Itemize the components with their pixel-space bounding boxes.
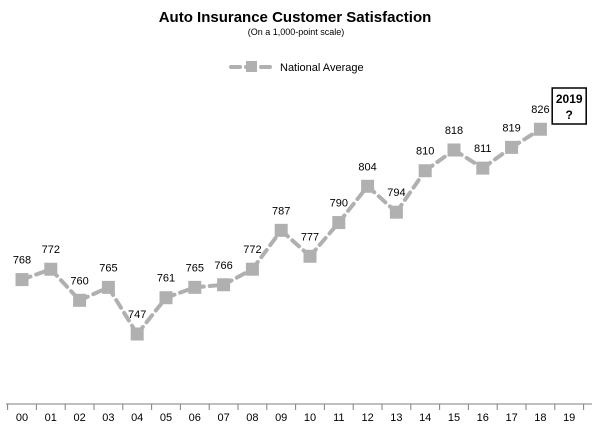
- series-layer: [15, 122, 547, 341]
- chart-title: Auto Insurance Customer Satisfaction: [159, 9, 432, 26]
- data-label-15: 818: [445, 125, 463, 137]
- data-point-09: [274, 223, 288, 237]
- data-label-05: 761: [157, 273, 175, 285]
- data-point-13: [389, 205, 403, 219]
- data-label-16: 811: [474, 143, 492, 155]
- x-tick-label-14: 14: [419, 412, 431, 424]
- data-label-12: 804: [358, 161, 376, 173]
- x-tick-label-11: 11: [333, 412, 344, 424]
- data-point-10: [303, 249, 317, 263]
- x-tick-label-01: 01: [45, 412, 57, 424]
- data-label-14: 810: [416, 146, 434, 158]
- data-label-10: 777: [301, 231, 319, 243]
- x-tick-label-00: 00: [16, 412, 28, 424]
- data-label-06: 765: [186, 262, 204, 274]
- data-point-08: [245, 262, 259, 276]
- legend: National Average: [229, 61, 364, 74]
- data-point-05: [159, 291, 173, 305]
- x-tick-label-02: 02: [73, 412, 85, 424]
- callout-year: 2019: [556, 92, 583, 106]
- data-point-16: [476, 161, 490, 175]
- x-tick-label-04: 04: [131, 412, 143, 424]
- legend-marker: [246, 61, 257, 72]
- x-axis-ticks: 00 01 02 03 04 05 06 07 08 09 10 11 12 13 14 15 16 17 18 19: [7, 404, 585, 424]
- data-label-17: 819: [502, 122, 520, 134]
- data-point-04: [130, 327, 144, 341]
- data-point-01: [44, 262, 58, 276]
- callout-question: ?: [566, 108, 573, 122]
- x-tick-label-16: 16: [477, 412, 489, 424]
- data-point-03: [101, 280, 115, 294]
- x-tick-label-19: 19: [563, 412, 575, 424]
- x-tick-label-03: 03: [102, 412, 114, 424]
- data-label-00: 768: [13, 255, 31, 267]
- chart-subtitle: (On a 1,000-point scale): [248, 27, 345, 37]
- data-label-03: 765: [99, 262, 117, 274]
- x-tick-label-12: 12: [361, 412, 373, 424]
- x-tick-label-05: 05: [160, 412, 172, 424]
- series-segment: [106, 285, 140, 337]
- x-axis: 00 01 02 03 04 05 06 07 08 09 10 11 12 13 14 15 16 17 18 19: [6, 403, 592, 424]
- data-label-01: 772: [42, 244, 60, 256]
- data-label-09: 787: [272, 205, 290, 217]
- data-point-12: [361, 179, 375, 193]
- legend-label: National Average: [280, 62, 364, 74]
- data-label-07: 766: [214, 260, 232, 272]
- data-point-06: [188, 280, 202, 294]
- data-point-17: [505, 140, 519, 154]
- callout-2019: 2019?: [551, 87, 587, 125]
- data-label-13: 794: [387, 187, 405, 199]
- data-label-18: 826: [531, 104, 549, 116]
- data-label-04: 747: [128, 309, 146, 321]
- data-point-18: [533, 122, 547, 136]
- data-point-11: [332, 216, 346, 230]
- x-tick-label-09: 09: [275, 412, 287, 424]
- x-tick-label-07: 07: [217, 412, 229, 424]
- series-segment: [394, 168, 428, 215]
- x-tick-label-10: 10: [304, 412, 316, 424]
- data-point-07: [217, 278, 231, 292]
- data-point-14: [418, 164, 432, 178]
- x-tick-label-17: 17: [505, 412, 517, 424]
- x-tick-label-18: 18: [534, 412, 546, 424]
- data-label-08: 772: [243, 244, 261, 256]
- data-point-00: [15, 273, 29, 287]
- x-tick-label-08: 08: [246, 412, 258, 424]
- x-tick-label-13: 13: [390, 412, 402, 424]
- data-point-02: [73, 293, 87, 307]
- x-tick-label-06: 06: [189, 412, 201, 424]
- data-label-02: 760: [70, 275, 88, 287]
- data-label-11: 790: [330, 198, 348, 210]
- callout-box: [551, 87, 587, 125]
- data-label-layer: 768 772 760 765 747 761 765 766 772 787 777 790 804 7…: [13, 104, 550, 321]
- x-tick-label-15: 15: [448, 412, 460, 424]
- data-point-15: [447, 143, 461, 157]
